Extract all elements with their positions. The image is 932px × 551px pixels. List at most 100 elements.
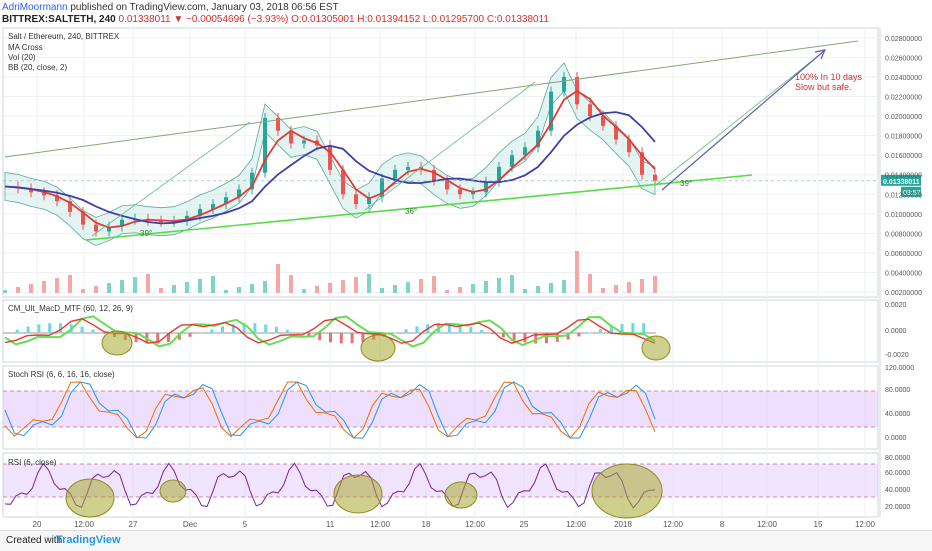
- volume-bar: [627, 282, 631, 293]
- x-tick-label: 12:00: [566, 520, 587, 529]
- candle-body: [367, 197, 371, 205]
- x-tick-label: 8: [720, 520, 725, 529]
- x-tick-label: 20: [33, 520, 42, 529]
- chart-drawings: [3, 40, 921, 519]
- candle-body: [614, 125, 618, 140]
- volume-bar: [653, 276, 657, 293]
- volume-bar: [42, 281, 46, 293]
- x-tick-label: 12:00: [465, 520, 486, 529]
- volume-bar: [81, 289, 85, 293]
- volume-bar: [406, 282, 410, 293]
- candle-body: [94, 224, 98, 232]
- price-tick-label: 0.00600000: [885, 251, 922, 258]
- price-tick-label: 0.00800000: [885, 231, 922, 238]
- footer: Created with TradingView: [0, 530, 932, 551]
- x-tick-label: 12:00: [757, 520, 778, 529]
- candle-body: [263, 117, 267, 173]
- x-tick-label: 11: [326, 520, 335, 529]
- volume-bar: [367, 274, 371, 293]
- candle-body: [198, 208, 202, 216]
- volume-bar: [133, 277, 137, 293]
- volume-bar: [29, 284, 33, 293]
- volume-bar: [94, 286, 98, 293]
- last-price: 0.01338011: [118, 14, 171, 25]
- volume-bar: [614, 285, 618, 293]
- macd-histogram-bar: [318, 333, 322, 341]
- macd-histogram-bar: [221, 326, 224, 334]
- rsi-tick-label: 60.0000: [885, 470, 910, 477]
- x-tick-label: 12:00: [855, 520, 876, 529]
- macd-histogram-bar: [285, 329, 289, 334]
- macd-histogram-bar: [588, 332, 592, 334]
- volume-bar: [445, 290, 449, 293]
- macd-tick-label: -0.0020: [885, 352, 909, 359]
- macd-histogram-bar: [5, 333, 8, 334]
- candle-body: [211, 204, 215, 209]
- macd-pane-frame: [2, 299, 879, 363]
- macd-histogram-bar: [156, 333, 160, 344]
- highlight-ellipse: [333, 474, 383, 514]
- macd-histogram-bar: [210, 329, 214, 334]
- highlight-ellipse: [101, 330, 133, 356]
- macd-histogram-bar: [15, 329, 19, 334]
- volume-bar: [510, 275, 514, 293]
- main-pane-title: Salt / Ethereum, 240, BITTREX: [8, 32, 120, 41]
- candle-body: [627, 139, 631, 153]
- candle-body: [510, 155, 514, 167]
- x-tick-label: 27: [129, 520, 138, 529]
- macd-histogram-bar: [469, 326, 473, 334]
- candle-body: [185, 215, 189, 221]
- author-link[interactable]: AdriMoormann: [2, 2, 68, 13]
- angle-label: 39°: [680, 179, 692, 188]
- note-line-2: Slow but safe.: [795, 82, 852, 92]
- macd-histogram-bar: [480, 329, 484, 334]
- volume-bar: [549, 283, 553, 293]
- candle-body: [276, 117, 280, 131]
- x-tick-label: 2018: [614, 520, 632, 529]
- macd-histogram-bar: [242, 323, 246, 334]
- stoch-tick-label: 0.0000: [885, 435, 907, 442]
- candle-body: [68, 201, 72, 212]
- volume-bar: [640, 279, 644, 293]
- rsi-pane-title: RSI (6, close): [8, 458, 57, 467]
- tradingview-logo[interactable]: TradingView: [56, 534, 121, 546]
- macd-histogram-bar: [458, 324, 462, 334]
- x-tick-label: 12:00: [663, 520, 684, 529]
- stoch-tick-label: 40.0000: [885, 411, 910, 418]
- price-tick-label: 0.01600000: [885, 153, 922, 160]
- macd-histogram-bar: [415, 326, 419, 334]
- candle-body: [42, 192, 46, 196]
- volume-bar: [224, 290, 228, 293]
- candle-body: [289, 130, 293, 144]
- price-tick-label: 0.02400000: [885, 75, 922, 82]
- publish-text: published on TradingView.com, January 03…: [70, 2, 339, 13]
- projection-arrowhead: [814, 49, 827, 60]
- volume-bar: [393, 285, 397, 293]
- macd-histogram-bar: [631, 323, 635, 334]
- candle-body: [107, 226, 111, 232]
- price-label-text: 0.01338011: [883, 179, 920, 186]
- ohlc-values: O:0.01305001 H:0.01394152 L:0.01295700 C…: [291, 14, 549, 25]
- volume-bar: [458, 287, 462, 293]
- candle-body: [29, 188, 33, 193]
- volume-bar: [198, 279, 202, 293]
- volume-bar: [185, 282, 189, 293]
- highlight-ellipse: [444, 481, 478, 509]
- macd-histogram-bar: [188, 333, 192, 337]
- macd-histogram-bar: [393, 332, 397, 334]
- volume-bar: [341, 280, 345, 293]
- macd-histogram-bar: [199, 332, 203, 334]
- volume-bar: [523, 289, 527, 293]
- x-tick-label: 18: [422, 520, 431, 529]
- macd-histogram-bar: [534, 333, 538, 344]
- candle-body: [445, 180, 449, 190]
- rsi-tick-label: 40.0000: [885, 487, 910, 494]
- price-change: ▼ −0.00054696 (−3.93%): [173, 14, 289, 25]
- price-tick-label: 0.00200000: [885, 290, 922, 297]
- chart-canvas[interactable]: 20 12:00 27 Dec 5 11 12:00 18 12:00 25 12:00 2018 12…: [0, 0, 932, 530]
- macd-histogram-bar: [620, 324, 624, 334]
- candle-body: [588, 104, 592, 117]
- volume-bar: [432, 276, 436, 293]
- volume-bar: [601, 288, 605, 293]
